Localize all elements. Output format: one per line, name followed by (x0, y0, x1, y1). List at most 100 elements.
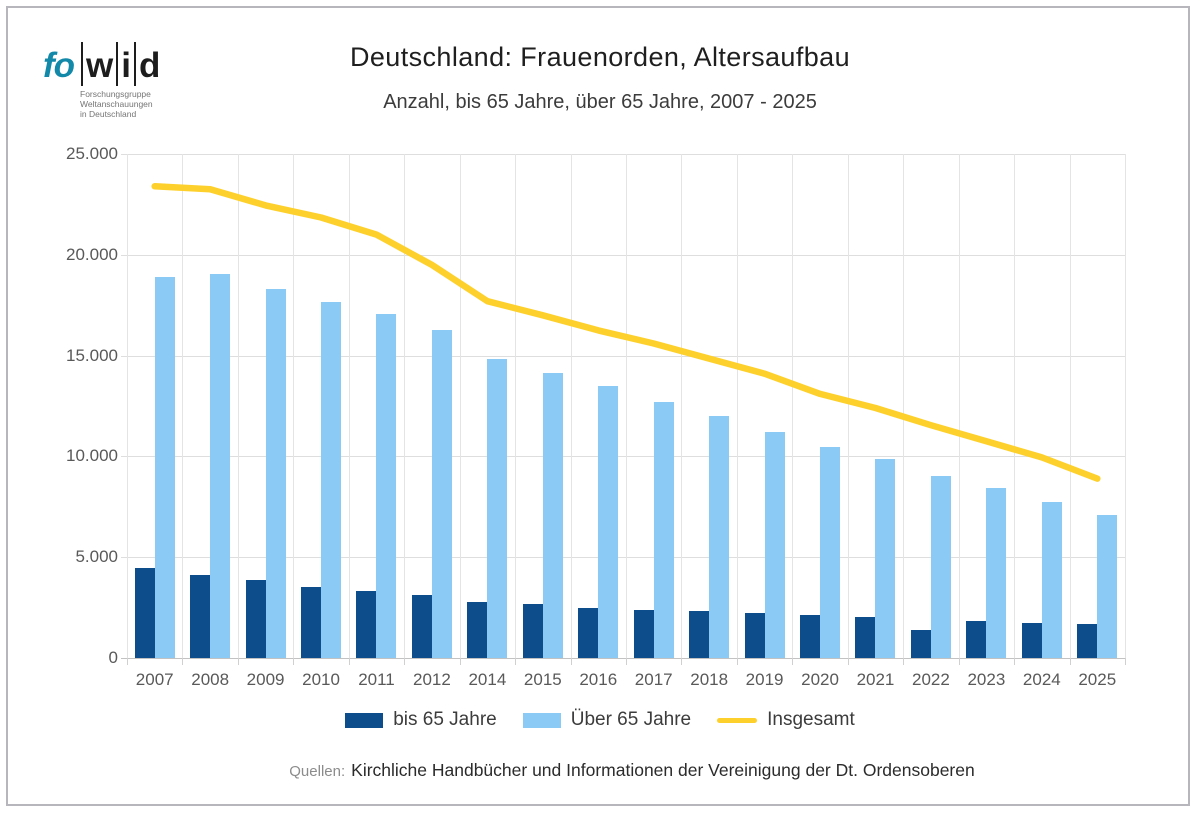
x-tick-mark (348, 658, 350, 665)
gridline-x (293, 154, 295, 658)
bar-group-2023 (959, 488, 1014, 658)
bar-bis65-2018 (689, 611, 710, 658)
logo-divider-bar (81, 42, 84, 86)
gridline-x (459, 154, 461, 658)
logo-letter: d (139, 46, 161, 85)
bar-group-2014 (460, 359, 515, 658)
bar-group-2024 (1014, 501, 1069, 658)
bar-ueber65-2020 (820, 447, 841, 658)
logo-subtext-line: Weltanschauungen (80, 99, 153, 109)
bar-ueber65-2018 (709, 416, 730, 658)
bar-bis65-2024 (1021, 622, 1042, 658)
x-tick-mark (626, 658, 627, 665)
x-tick-mark (903, 658, 905, 665)
gridline-y-5000 (121, 557, 1125, 559)
x-tick-label-2014: 2014 (468, 670, 507, 689)
gridline-x (127, 154, 128, 658)
bar-group-2017 (626, 402, 681, 658)
bar-bis65-2021 (855, 616, 876, 658)
logo-letter: w (86, 46, 114, 85)
y-tick-label: 25.000 (66, 144, 118, 163)
x-tick-label-2015: 2015 (523, 670, 562, 689)
gridline-y-25000 (121, 154, 1125, 155)
gridline-x (958, 154, 960, 658)
bar-bis65-2011 (356, 591, 377, 658)
bar-ueber65-2012 (431, 330, 452, 658)
x-tick-label-2025: 2025 (1078, 670, 1117, 689)
x-tick-mark (1125, 658, 1126, 665)
x-tick-mark (1014, 658, 1016, 665)
legend-item-bis-65: bis 65 Jahre (345, 709, 497, 731)
bar-ueber65-2019 (764, 431, 785, 658)
bar-group-2018 (681, 416, 736, 658)
y-tick-label: 10.000 (66, 446, 118, 466)
bar-group-2012 (404, 330, 459, 658)
bar-group-2008 (182, 273, 237, 658)
gridline-x (515, 154, 517, 658)
bar-bis65-2008 (190, 574, 211, 658)
gridline-x (1014, 154, 1016, 658)
y-tick-label: 15.000 (66, 345, 118, 365)
x-axis-labels: 2007 2008 2009 2010 2011 2012 2014 2015 2016 2017… (127, 670, 1125, 690)
x-tick-mark (459, 658, 461, 665)
bar-ueber65-2010 (321, 301, 342, 658)
legend-label-bis-65: bis 65 Jahre (393, 709, 497, 730)
x-tick-mark (293, 658, 295, 665)
x-tick-label-2012: 2012 (413, 670, 451, 689)
bar-ueber65-2016 (598, 386, 619, 658)
bar-bis65-2012 (411, 594, 432, 658)
bar-bis65-2023 (966, 620, 987, 658)
bar-bis65-2010 (301, 587, 322, 658)
gridline-x (681, 154, 683, 658)
bar-bis65-2020 (800, 614, 821, 658)
bar-group-2010 (293, 301, 348, 658)
bar-bis65-2019 (744, 613, 765, 658)
legend-label-insgesamt: Insgesamt (767, 709, 855, 730)
legend: bis 65 Jahre Über 65 Jahre Insgesamt (0, 709, 1200, 731)
bar-ueber65-2008 (210, 273, 231, 658)
bar-bis65-2022 (910, 629, 931, 658)
gridline-y-10000 (121, 456, 1125, 458)
x-tick-label-2008: 2008 (191, 670, 230, 689)
x-tick-label-2009: 2009 (246, 670, 285, 689)
x-tick-mark (847, 658, 849, 665)
gridline-y-20000 (121, 254, 1125, 256)
bar-bis65-2009 (245, 579, 266, 658)
bar-group-2009 (238, 289, 293, 658)
bar-group-2016 (571, 386, 626, 658)
bar-bis65-2016 (578, 608, 599, 658)
legend-item-ueber-65: Über 65 Jahre (522, 709, 691, 731)
logo-divider-bar (116, 42, 119, 86)
bar-ueber65-2024 (1041, 501, 1062, 658)
x-tick-mark (681, 658, 683, 665)
bar-bis65-2014 (467, 601, 488, 658)
gridline-x (404, 154, 406, 658)
y-tick-label: 5.000 (75, 547, 118, 567)
x-tick-mark (958, 658, 960, 665)
x-tick-label-2022: 2022 (912, 670, 950, 689)
gridline-x (570, 154, 572, 658)
bar-ueber65-2014 (487, 359, 508, 658)
legend-swatch-ueber-65 (522, 712, 561, 728)
logo-subtext-line: Forschungsgruppe (80, 89, 151, 99)
chart-title: Deutschland: Frauenorden, Altersaufbau (349, 42, 850, 72)
bar-ueber65-2009 (265, 289, 286, 658)
bar-ueber65-2015 (542, 373, 563, 658)
bar-bis65-2025 (1077, 624, 1098, 658)
bar-group-2007 (127, 276, 182, 658)
bar-bis65-2017 (633, 609, 654, 658)
logo-prefix: fo (43, 46, 75, 85)
x-tick-label-2019: 2019 (745, 670, 784, 689)
gridline-x (847, 154, 849, 658)
bar-group-2019 (737, 431, 792, 658)
logo-subtext-line: in Deutschland (80, 109, 137, 119)
logo-divider-bar (134, 42, 137, 86)
x-tick-mark (237, 658, 239, 665)
gridline-x (182, 154, 184, 658)
total-line-layer (151, 183, 1101, 482)
bar-ueber65-2011 (376, 314, 397, 658)
gridline-y-15000 (121, 355, 1125, 357)
x-tick-label-2024: 2024 (1022, 670, 1061, 689)
gridline-x (792, 154, 794, 658)
bar-bis65-2007 (134, 568, 155, 658)
